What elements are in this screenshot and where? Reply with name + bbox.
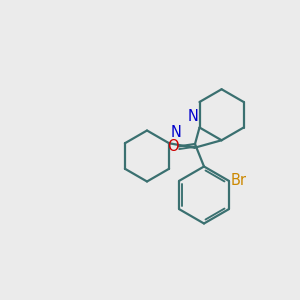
Text: N: N [171, 124, 182, 140]
Text: Br: Br [231, 173, 247, 188]
Text: N: N [187, 109, 198, 124]
Text: O: O [168, 139, 179, 154]
